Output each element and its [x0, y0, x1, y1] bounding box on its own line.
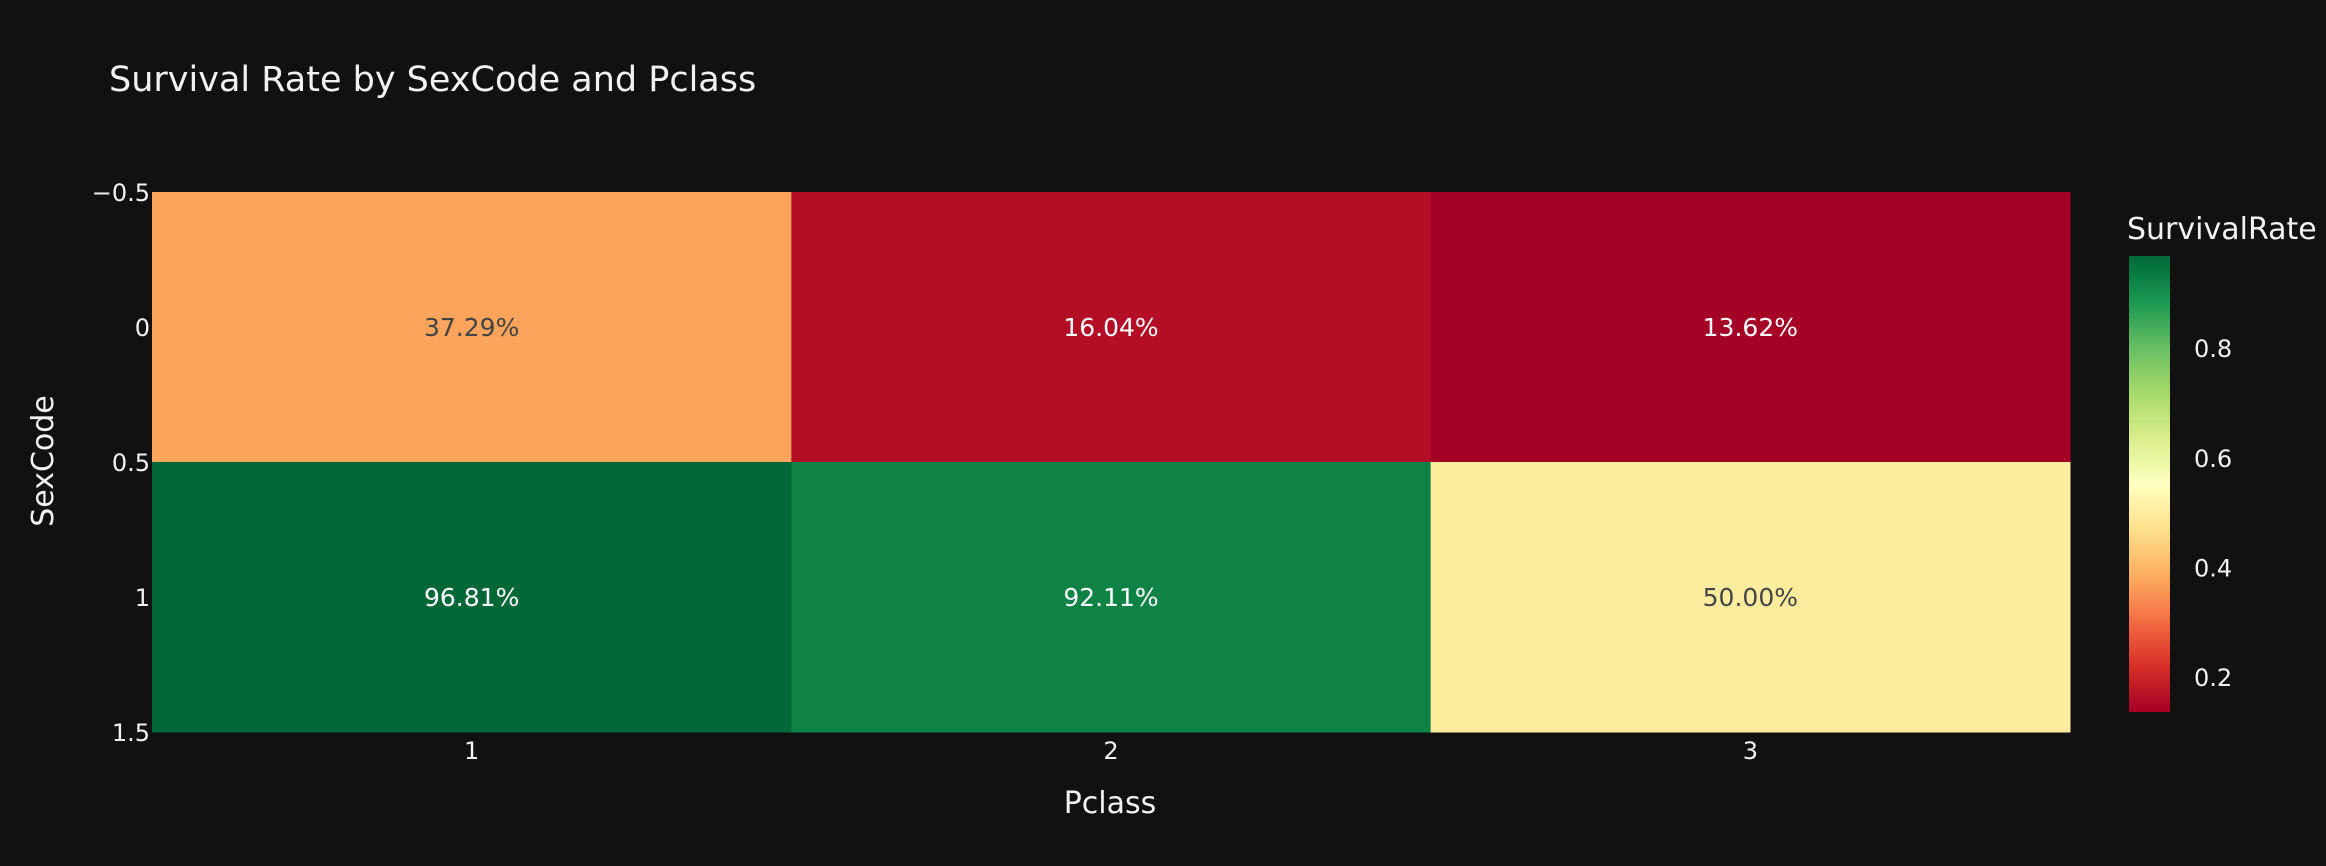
y-tick-label: 1 [135, 584, 150, 612]
x-tick-label: 3 [1743, 737, 1758, 765]
chart-title: Survival Rate by SexCode and Pclass [109, 60, 756, 100]
heatmap-cell [1430, 462, 2071, 733]
heatmap-cell [1430, 192, 2071, 463]
y-tick-label: 0.5 [112, 449, 150, 477]
x-tick-label: 2 [1103, 737, 1118, 765]
colorbar-tick-label: 0.4 [2194, 554, 2232, 582]
heatmap-cell [791, 462, 1432, 733]
heatmap-cell [791, 192, 1432, 463]
cell-value-label: 50.00% [1703, 583, 1798, 612]
colorbar-ticks: 0.2 0.4 0.6 0.8 [2194, 335, 2232, 692]
heatmap-cell [152, 192, 792, 463]
colorbar [2129, 256, 2170, 712]
heatmap-cells [152, 192, 2071, 733]
cell-value-label: 37.29% [424, 313, 519, 342]
x-axis-ticks: 1 2 3 [464, 737, 1758, 765]
x-tick-label: 1 [464, 737, 479, 765]
colorbar-tick-label: 0.8 [2194, 335, 2232, 363]
colorbar-title: SurvivalRate [2127, 212, 2317, 247]
cell-value-label: 92.11% [1063, 583, 1158, 612]
cell-value-label: 16.04% [1063, 313, 1158, 342]
y-tick-label: 0 [135, 314, 150, 342]
cell-value-label: 96.81% [424, 583, 519, 612]
heatmap-cell-labels: 37.29% 16.04% 13.62% 96.81% 92.11% 50.00% [424, 313, 1798, 612]
cell-value-label: 13.62% [1703, 313, 1798, 342]
y-tick-label: 1.5 [112, 719, 150, 747]
colorbar-tick-label: 0.2 [2194, 664, 2232, 692]
colorbar-tick-label: 0.6 [2194, 445, 2232, 473]
y-axis-title: SexCode [26, 395, 61, 527]
x-axis-title: Pclass [1064, 786, 1157, 821]
y-tick-label: −0.5 [92, 179, 150, 207]
heatmap-cell [152, 462, 792, 733]
y-axis-ticks: −0.5 0 0.5 1 1.5 [92, 179, 150, 747]
